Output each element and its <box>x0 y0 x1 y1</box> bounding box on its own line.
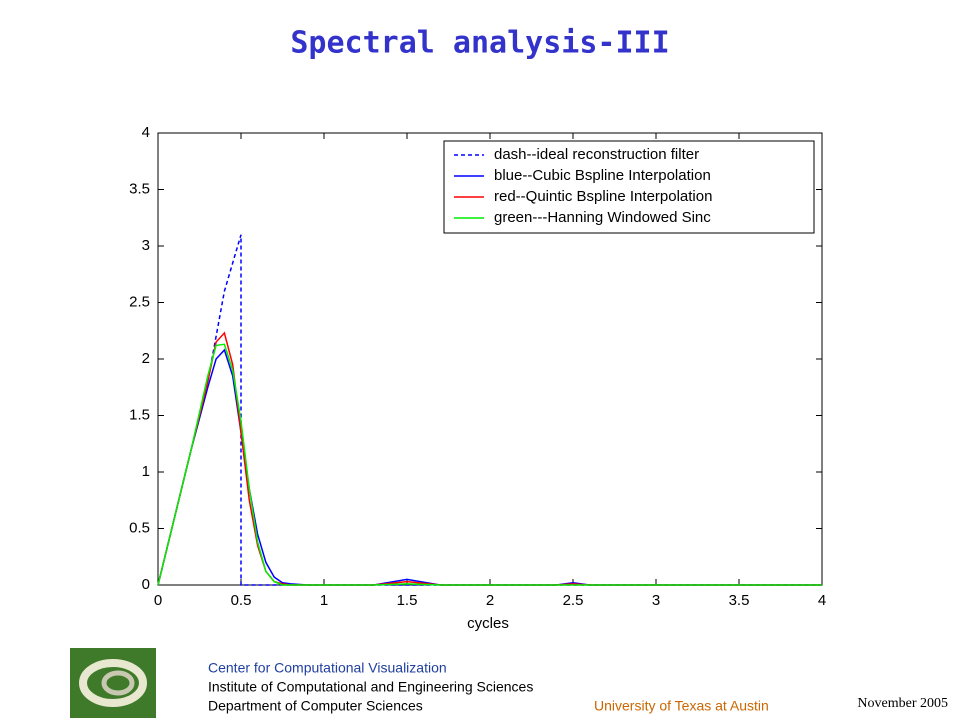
x-tick-label: 3.5 <box>729 592 750 609</box>
y-tick-label: 4 <box>142 124 150 141</box>
series-line <box>157 343 822 586</box>
logo-mark <box>101 670 135 696</box>
y-tick-label: 0.5 <box>129 519 150 536</box>
y-tick-label: 1 <box>142 463 150 480</box>
y-tick-label: 2 <box>142 350 150 367</box>
logo-mark <box>79 659 147 707</box>
footer-date: November 2005 <box>857 696 948 711</box>
legend-label: red--Quintic Bspline Interpolation <box>494 188 712 205</box>
x-tick-label: 2 <box>486 592 494 609</box>
x-axis-label: cycles <box>467 615 509 632</box>
footer-institute: Institute of Computational and Engineeri… <box>208 679 533 695</box>
x-tick-label: 1.5 <box>397 592 418 609</box>
x-tick-label: 2.5 <box>563 592 584 609</box>
y-tick-label: 0 <box>142 576 150 593</box>
legend <box>443 140 815 234</box>
x-tick-label: 1 <box>320 592 328 609</box>
x-tick-label: 0 <box>154 592 162 609</box>
footer-department: Department of Computer Sciences <box>208 698 423 714</box>
slide-title: Spectral analysis-III <box>290 26 669 61</box>
footer-university: University of Texas at Austin <box>594 698 769 714</box>
y-tick-label: 1.5 <box>129 406 150 423</box>
x-tick-label: 3 <box>652 592 660 609</box>
legend-label: green---Hanning Windowed Sinc <box>494 209 711 226</box>
x-tick-label: 0.5 <box>231 592 252 609</box>
footer-center: Center for Computational Visualization <box>208 660 447 676</box>
legend-label: blue--Cubic Bspline Interpolation <box>494 167 711 184</box>
y-tick-label: 2.5 <box>129 293 150 310</box>
legend-label: dash--ideal reconstruction filter <box>494 146 699 163</box>
y-tick-label: 3.5 <box>129 180 150 197</box>
y-tick-label: 3 <box>142 237 150 254</box>
x-tick-label: 4 <box>818 592 826 609</box>
